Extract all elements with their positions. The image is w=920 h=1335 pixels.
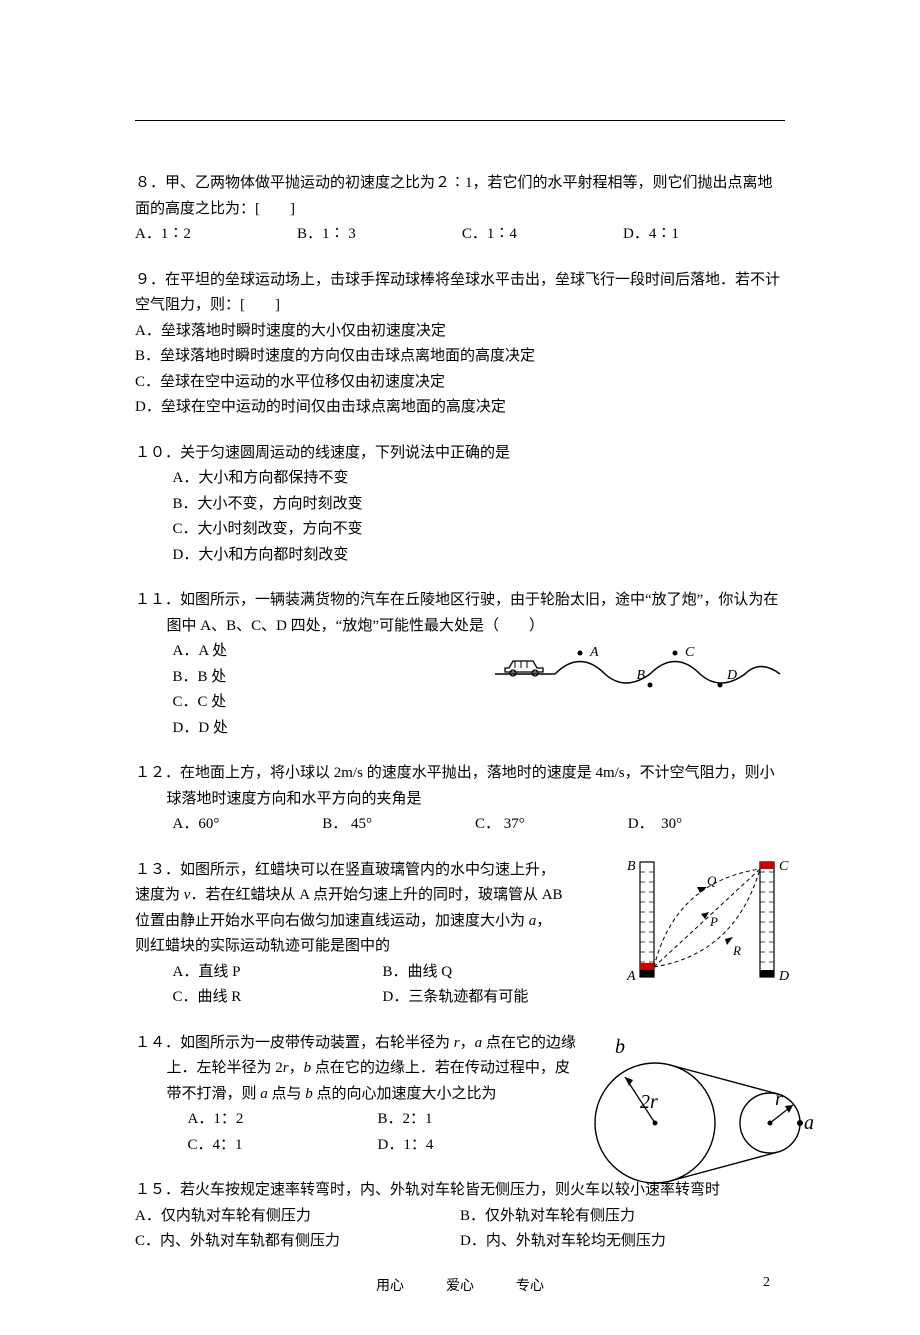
q13-label-c: C bbox=[779, 859, 789, 874]
q14-stem: １４．如图所示为一皮带传动装置，右轮半径为 r，a 点在它的边缘上．左轮半径为 … bbox=[135, 1031, 577, 1108]
q12-options: A．60° B． 45° C． 37° D． 30° bbox=[135, 812, 785, 838]
q10-num: １０． bbox=[135, 445, 180, 461]
q13-label-d: D bbox=[778, 969, 789, 984]
q11-figure: A B C D bbox=[495, 644, 785, 699]
q14-opt-b: B．2：1 bbox=[340, 1107, 530, 1133]
q8-opt-b: B．1∶ 3 bbox=[297, 222, 462, 248]
q11-text: 如图所示，一辆装满货物的汽车在丘陵地区行驶，由于轮胎太旧，途中“放了炮”，你认为… bbox=[167, 592, 779, 634]
question-11: １１．如图所示，一辆装满货物的汽车在丘陵地区行驶，由于轮胎太旧，途中“放了炮”，… bbox=[135, 588, 785, 741]
page-footer: 用心 爱心 专心 2 bbox=[0, 1275, 920, 1295]
q13-opt-a: A．直线 P bbox=[135, 960, 345, 986]
question-9: ９．在平坦的垒球运动场上，击球手挥动球棒将垒球水平击出，垒球飞行一段时间后落地．… bbox=[135, 268, 785, 421]
q11-opt-d: D．D 处 bbox=[135, 716, 785, 742]
q14-opt-c: C．4：1 bbox=[150, 1133, 340, 1159]
q10-opt-a: A．大小和方向都保持不变 bbox=[135, 466, 785, 492]
q11-num: １１． bbox=[135, 592, 180, 608]
q9-opt-d: D．垒球在空中运动的时间仅由击球点离地面的高度决定 bbox=[135, 395, 785, 421]
q13-options: A．直线 P B．曲线 Q C．曲线 R D．三条轨迹都有可能 bbox=[135, 960, 555, 1011]
q12-text: 在地面上方，将小球以 2m/s 的速度水平抛出，落地时的速度是 4m/s，不计空… bbox=[167, 765, 775, 807]
q9-opt-a: A．垒球落地时瞬时速度的大小仅由初速度决定 bbox=[135, 319, 785, 345]
q10-options: A．大小和方向都保持不变 B．大小不变，方向时刻改变 C．大小时刻改变，方向不变… bbox=[135, 466, 785, 568]
top-rule bbox=[135, 120, 785, 121]
q9-stem: ９．在平坦的垒球运动场上，击球手挥动球棒将垒球水平击出，垒球飞行一段时间后落地．… bbox=[135, 268, 785, 319]
q14-num: １４． bbox=[135, 1035, 180, 1051]
q13-opt-c: C．曲线 R bbox=[135, 985, 345, 1011]
q14-label-2r: 2r bbox=[640, 1091, 658, 1113]
q11-stem: １１．如图所示，一辆装满货物的汽车在丘陵地区行驶，由于轮胎太旧，途中“放了炮”，… bbox=[135, 588, 785, 639]
q13-opt-b: B．曲线 Q bbox=[345, 960, 555, 986]
q8-opt-c: C．1∶4 bbox=[462, 222, 623, 248]
q14-label-a: a bbox=[804, 1112, 814, 1134]
q13-opt-d: D．三条轨迹都有可能 bbox=[345, 985, 555, 1011]
footer-text: 用心 爱心 专心 bbox=[376, 1279, 544, 1294]
q9-text: 在平坦的垒球运动场上，击球手挥动球棒将垒球水平击出，垒球飞行一段时间后落地．若不… bbox=[135, 272, 780, 314]
q15-opt-d: D．内、外轨对车轮均无侧压力 bbox=[460, 1229, 785, 1255]
q14-text-d: ， bbox=[289, 1060, 304, 1076]
q11-label-b: B bbox=[636, 668, 645, 683]
q8-text: 甲、乙两物体做平抛运动的初速度之比为２∶1，若它们的水平射程相等，则它们抛出点离… bbox=[135, 175, 773, 217]
q12-stem: １２．在地面上方，将小球以 2m/s 的速度水平抛出，落地时的速度是 4m/s，… bbox=[135, 761, 785, 812]
q8-options: A．1∶2 B．1∶ 3 C．1∶4 D．4∶1 bbox=[135, 222, 785, 248]
q14-var-a2: a bbox=[260, 1086, 268, 1102]
q13-label-q: Q bbox=[707, 873, 717, 888]
q14-text-b: ， bbox=[460, 1035, 475, 1051]
q13-stem: １３．如图所示，红蜡块可以在竖直玻璃管内的水中匀速上升，速度为 v．若在红蜡块从… bbox=[135, 858, 565, 960]
q14-opt-d: D．1：4 bbox=[340, 1133, 530, 1159]
q13-text-b: ．若在红蜡块从 A 点开始匀速上升的同时，玻璃管从 AB 位置由静止开始水平向右… bbox=[135, 887, 563, 929]
q13-figure: B A C D P Q R bbox=[615, 852, 795, 997]
q14-var-b1: b bbox=[304, 1060, 312, 1076]
q14-text-g: 点的向心加速度大小之比为 bbox=[313, 1086, 497, 1102]
q9-num: ９． bbox=[135, 272, 165, 288]
q11-label-d: D bbox=[726, 668, 737, 683]
q14-figure: b 2r r a bbox=[585, 1023, 815, 1213]
q8-stem: ８．甲、乙两物体做平抛运动的初速度之比为２∶1，若它们的水平射程相等，则它们抛出… bbox=[135, 171, 785, 222]
q14-opt-a: A．1：2 bbox=[150, 1107, 340, 1133]
q14-label-b: b bbox=[615, 1036, 625, 1058]
q8-opt-a: A．1∶2 bbox=[135, 222, 297, 248]
question-13: １３．如图所示，红蜡块可以在竖直玻璃管内的水中匀速上升，速度为 v．若在红蜡块从… bbox=[135, 858, 785, 1011]
q9-opt-c: C．垒球在空中运动的水平位移仅由初速度决定 bbox=[135, 370, 785, 396]
question-10: １０．关于匀速圆周运动的线速度，下列说法中正确的是 A．大小和方向都保持不变 B… bbox=[135, 441, 785, 569]
question-8: ８．甲、乙两物体做平抛运动的初速度之比为２∶1，若它们的水平射程相等，则它们抛出… bbox=[135, 171, 785, 248]
q11-label-a: A bbox=[589, 645, 599, 660]
q14-var-b2: b bbox=[305, 1086, 313, 1102]
q11-label-c: C bbox=[685, 645, 695, 660]
q12-opt-d: D． 30° bbox=[628, 812, 785, 838]
q13-label-p: P bbox=[709, 914, 718, 929]
q15-num: １５． bbox=[135, 1182, 180, 1198]
q13-label-a: A bbox=[626, 969, 636, 984]
question-14: １４．如图所示为一皮带传动装置，右轮半径为 r，a 点在它的边缘上．左轮半径为 … bbox=[135, 1031, 785, 1159]
q12-opt-b: B． 45° bbox=[322, 812, 475, 838]
q10-opt-c: C．大小时刻改变，方向不变 bbox=[135, 517, 785, 543]
q8-opt-d: D．4∶1 bbox=[623, 222, 785, 248]
q10-opt-b: B．大小不变，方向时刻改变 bbox=[135, 492, 785, 518]
q13-label-b: B bbox=[627, 859, 636, 874]
q13-num: １３． bbox=[135, 862, 180, 878]
q15-opt-a: A．仅内轨对车轮有侧压力 bbox=[135, 1204, 460, 1230]
q14-options: A．1：2 B．2：1 C．4：1 D．1：4 bbox=[135, 1107, 530, 1158]
q14-text-a: 如图所示为一皮带传动装置，右轮半径为 bbox=[180, 1035, 454, 1051]
q14-text-f: 点与 bbox=[268, 1086, 306, 1102]
q9-options: A．垒球落地时瞬时速度的大小仅由初速度决定 B．垒球落地时瞬时速度的方向仅由击球… bbox=[135, 319, 785, 421]
q14-label-r: r bbox=[775, 1088, 783, 1110]
q8-num: ８． bbox=[135, 175, 165, 191]
q12-opt-a: A．60° bbox=[173, 812, 323, 838]
page-number: 2 bbox=[763, 1275, 770, 1291]
q13-label-r: R bbox=[732, 943, 741, 958]
q10-opt-d: D．大小和方向都时刻改变 bbox=[135, 543, 785, 569]
page: ８．甲、乙两物体做平抛运动的初速度之比为２∶1，若它们的水平射程相等，则它们抛出… bbox=[0, 0, 920, 1335]
question-12: １２．在地面上方，将小球以 2m/s 的速度水平抛出，落地时的速度是 4m/s，… bbox=[135, 761, 785, 838]
q15-opt-c: C．内、外轨对车轨都有侧压力 bbox=[135, 1229, 460, 1255]
q9-opt-b: B．垒球落地时瞬时速度的方向仅由击球点离地面的高度决定 bbox=[135, 344, 785, 370]
q12-num: １２． bbox=[135, 765, 180, 781]
q10-text: 关于匀速圆周运动的线速度，下列说法中正确的是 bbox=[180, 445, 510, 461]
q10-stem: １０．关于匀速圆周运动的线速度，下列说法中正确的是 bbox=[135, 441, 785, 467]
q12-opt-c: C． 37° bbox=[475, 812, 628, 838]
